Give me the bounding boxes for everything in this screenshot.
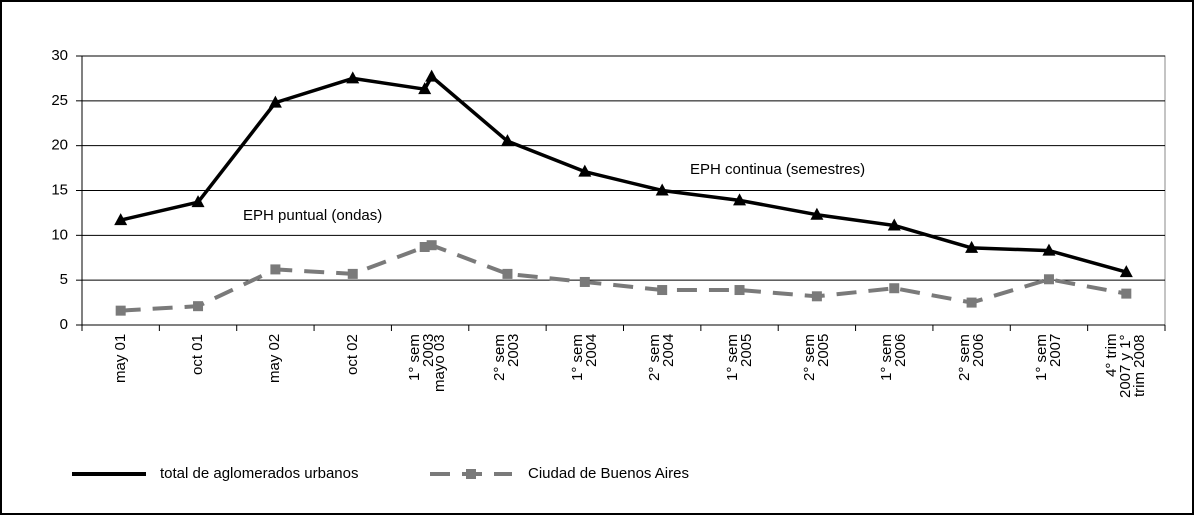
x-tick-label: 1° sem 2007	[1032, 334, 1064, 381]
marker	[268, 95, 282, 108]
legend-swatch	[466, 469, 476, 479]
marker	[889, 283, 900, 294]
marker	[1121, 288, 1132, 299]
y-tick-label: 20	[51, 137, 68, 154]
marker	[500, 134, 514, 147]
y-tick-label: 15	[51, 181, 68, 198]
marker	[657, 285, 668, 296]
x-tick-label: 1° sem 2004	[568, 334, 600, 381]
marker	[270, 264, 281, 275]
x-tick-label: 1° sem 2006	[878, 334, 910, 381]
x-tick-label: may 01	[111, 334, 129, 384]
x-tick-label: 2° sem 2006	[955, 334, 987, 381]
marker	[347, 268, 358, 279]
x-tick-label: 2° sem 2004	[646, 334, 678, 381]
marker	[346, 71, 360, 84]
marker	[578, 164, 592, 177]
y-tick-label: 5	[60, 271, 68, 288]
marker	[810, 207, 824, 220]
marker	[193, 301, 204, 312]
marker	[425, 69, 439, 82]
x-tick-label: may 02	[266, 334, 284, 384]
x-tick-label: 2° sem 2005	[800, 334, 832, 381]
marker	[1119, 265, 1133, 278]
marker	[418, 82, 432, 95]
x-tick-label: 4° trim 2007 y 1° trim 2008	[1103, 334, 1149, 398]
marker	[1042, 243, 1056, 256]
marker	[419, 241, 430, 252]
marker	[502, 268, 513, 279]
marker	[426, 240, 437, 251]
y-tick-label: 30	[51, 47, 68, 64]
marker	[191, 195, 205, 208]
x-tick-label: 1° sem 2005	[723, 334, 755, 381]
annotation: EPH continua (semestres)	[690, 161, 865, 178]
x-tick-label: oct 02	[343, 334, 361, 375]
marker	[733, 193, 747, 206]
marker	[579, 276, 590, 287]
legend-label: Ciudad de Buenos Aires	[528, 465, 689, 482]
marker	[887, 218, 901, 231]
marker	[734, 285, 745, 296]
marker	[655, 183, 669, 196]
marker	[115, 305, 126, 316]
marker	[114, 213, 128, 226]
marker	[811, 291, 822, 302]
marker	[1043, 274, 1054, 285]
y-tick-label: 25	[51, 92, 68, 109]
y-tick-label: 10	[51, 226, 68, 243]
y-tick-label: 0	[60, 316, 68, 333]
marker	[965, 240, 979, 253]
x-tick-label: 2° sem 2003	[491, 334, 523, 381]
x-tick-label: mayo 03	[430, 334, 448, 392]
annotation: EPH puntual (ondas)	[243, 207, 382, 224]
legend-label: total de aglomerados urbanos	[160, 465, 358, 482]
marker	[966, 297, 977, 308]
x-tick-label: oct 01	[189, 334, 207, 375]
